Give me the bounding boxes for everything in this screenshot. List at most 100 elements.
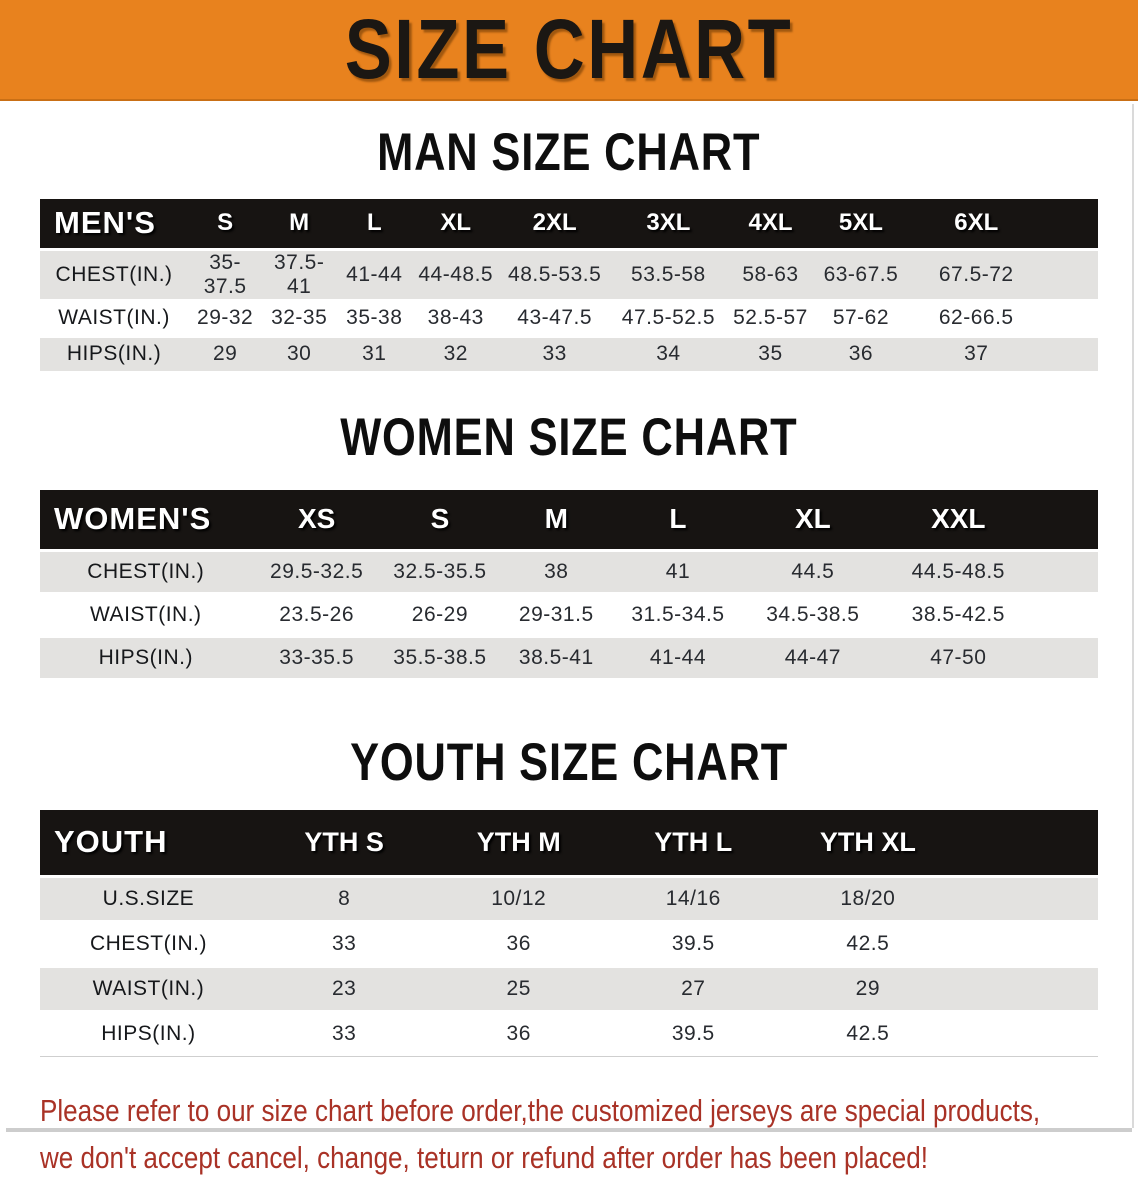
table-cell: 62-66.5 [907, 300, 1046, 336]
man-column-header: 2XL [499, 199, 611, 249]
table-cell: 8 [256, 874, 432, 923]
youth-ussize-row: U.S.SIZE 8 10/12 14/16 18/20 [40, 874, 1098, 923]
row-label: CHEST(IN.) [40, 247, 189, 302]
women-table-header-row: WOMEN'S XS S M L XL XXL [40, 489, 1098, 551]
table-cell: 44.5-48.5 [884, 549, 1033, 595]
table-cell: 43-47.5 [499, 300, 611, 336]
man-section-heading-text: MAN SIZE CHART [377, 123, 761, 182]
banner: SIZE CHART [0, 0, 1138, 101]
table-cell: 38.5-42.5 [884, 593, 1033, 637]
spacer-cell [1032, 635, 1098, 681]
table-cell: 42.5 [780, 920, 956, 966]
disclaimer-note: Please refer to our size chart before or… [40, 1087, 1138, 1181]
women-column-header: XS [251, 489, 382, 551]
table-cell: 29.5-32.5 [251, 549, 382, 595]
table-cell: 38 [498, 549, 615, 595]
table-cell: 39.5 [606, 920, 781, 966]
table-cell: 35 [726, 334, 815, 374]
spacer-cell [1032, 593, 1098, 637]
disclaimer-line-2-text: we don't accept cancel, change, teturn o… [40, 1139, 929, 1175]
youth-section-heading: YOUTH SIZE CHART [0, 736, 1138, 789]
youth-column-header: YTH M [431, 810, 606, 876]
man-hips-row: HIPS(IN.) 29 30 31 32 33 34 35 36 37 [40, 334, 1098, 374]
spacer-cell [955, 874, 1098, 923]
man-column-header: XL [412, 199, 500, 249]
spacer-cell [955, 1010, 1098, 1057]
row-label: HIPS(IN.) [40, 1010, 257, 1057]
man-column-header: 3XL [610, 199, 727, 249]
table-cell: 38-43 [412, 300, 500, 336]
table-cell: 29-32 [188, 300, 263, 336]
table-cell: 32 [412, 334, 500, 374]
spacer-cell [1045, 334, 1098, 374]
table-cell: 34 [610, 334, 727, 374]
spacer-cell [1032, 549, 1098, 595]
spacer-cell [1045, 247, 1098, 302]
table-cell: 36 [431, 1010, 606, 1057]
table-cell: 36 [431, 920, 606, 966]
table-cell: 34.5-38.5 [741, 593, 885, 637]
table-cell: 30 [262, 334, 337, 374]
table-cell: 29-31.5 [498, 593, 615, 637]
disclaimer-line-1-text: Please refer to our size chart before or… [40, 1092, 1041, 1128]
table-cell: 63-67.5 [814, 247, 908, 302]
table-cell: 58-63 [726, 247, 815, 302]
row-label: HIPS(IN.) [40, 635, 252, 681]
table-cell: 29 [780, 964, 956, 1013]
youth-column-header: YTH L [606, 810, 781, 876]
women-section-heading: WOMEN SIZE CHART [0, 411, 1138, 464]
page-title: SIZE CHART [344, 2, 794, 96]
table-cell: 41-44 [336, 247, 413, 302]
youth-column-header: YTH XL [780, 810, 956, 876]
table-cell: 41-44 [614, 635, 742, 681]
spacer-cell [955, 810, 1098, 876]
table-cell: 35.5-38.5 [381, 635, 499, 681]
table-cell: 44-48.5 [412, 247, 500, 302]
table-cell: 47.5-52.5 [610, 300, 727, 336]
table-cell: 37.5-41 [262, 247, 337, 302]
man-column-header: 4XL [726, 199, 815, 249]
row-label: WAIST(IN.) [40, 964, 257, 1013]
table-cell: 26-29 [381, 593, 499, 637]
disclaimer-line: Please refer to our size chart before or… [40, 1087, 1138, 1134]
disclaimer-line: we don't accept cancel, change, teturn o… [40, 1134, 1138, 1181]
youth-column-header: YTH S [256, 810, 432, 876]
table-cell: 44-47 [741, 635, 885, 681]
table-cell: 31 [336, 334, 413, 374]
spacer-cell [955, 920, 1098, 966]
table-cell: 42.5 [780, 1010, 956, 1057]
table-cell: 31.5-34.5 [614, 593, 742, 637]
women-column-header: S [381, 489, 499, 551]
table-cell: 36 [814, 334, 908, 374]
table-cell: 33 [256, 1010, 432, 1057]
youth-table-header-row: YOUTH YTH S YTH M YTH L YTH XL [40, 810, 1098, 876]
table-cell: 25 [431, 964, 606, 1013]
women-chest-row: CHEST(IN.) 29.5-32.5 32.5-35.5 38 41 44.… [40, 549, 1098, 595]
man-column-header: 6XL [907, 199, 1046, 249]
table-cell: 23.5-26 [251, 593, 382, 637]
women-table-corner-label: WOMEN'S [40, 489, 252, 551]
women-column-header: XL [741, 489, 885, 551]
youth-waist-row: WAIST(IN.) 23 25 27 29 [40, 964, 1098, 1013]
table-cell: 57-62 [814, 300, 908, 336]
man-table-header-row: MEN'S S M L XL 2XL 3XL 4XL 5XL 6XL [40, 199, 1098, 249]
table-cell: 10/12 [431, 874, 606, 923]
youth-size-table: YOUTH YTH S YTH M YTH L YTH XL U.S.SIZE … [40, 810, 1098, 1057]
table-cell: 27 [606, 964, 781, 1013]
table-cell: 41 [614, 549, 742, 595]
table-cell: 38.5-41 [498, 635, 615, 681]
women-section-heading-text: WOMEN SIZE CHART [340, 407, 798, 467]
women-hips-row: HIPS(IN.) 33-35.5 35.5-38.5 38.5-41 41-4… [40, 635, 1098, 681]
table-cell: 47-50 [884, 635, 1033, 681]
man-column-header: M [262, 199, 337, 249]
table-cell: 48.5-53.5 [499, 247, 611, 302]
table-cell: 35-37.5 [188, 247, 263, 302]
table-cell: 32.5-35.5 [381, 549, 499, 595]
women-size-table: WOMEN'S XS S M L XL XXL CHEST(IN.) 29.5-… [40, 489, 1098, 681]
table-cell: 37 [907, 334, 1046, 374]
youth-chest-row: CHEST(IN.) 33 36 39.5 42.5 [40, 920, 1098, 966]
man-waist-row: WAIST(IN.) 29-32 32-35 35-38 38-43 43-47… [40, 300, 1098, 336]
women-column-header: M [498, 489, 615, 551]
spacer-cell [955, 964, 1098, 1013]
